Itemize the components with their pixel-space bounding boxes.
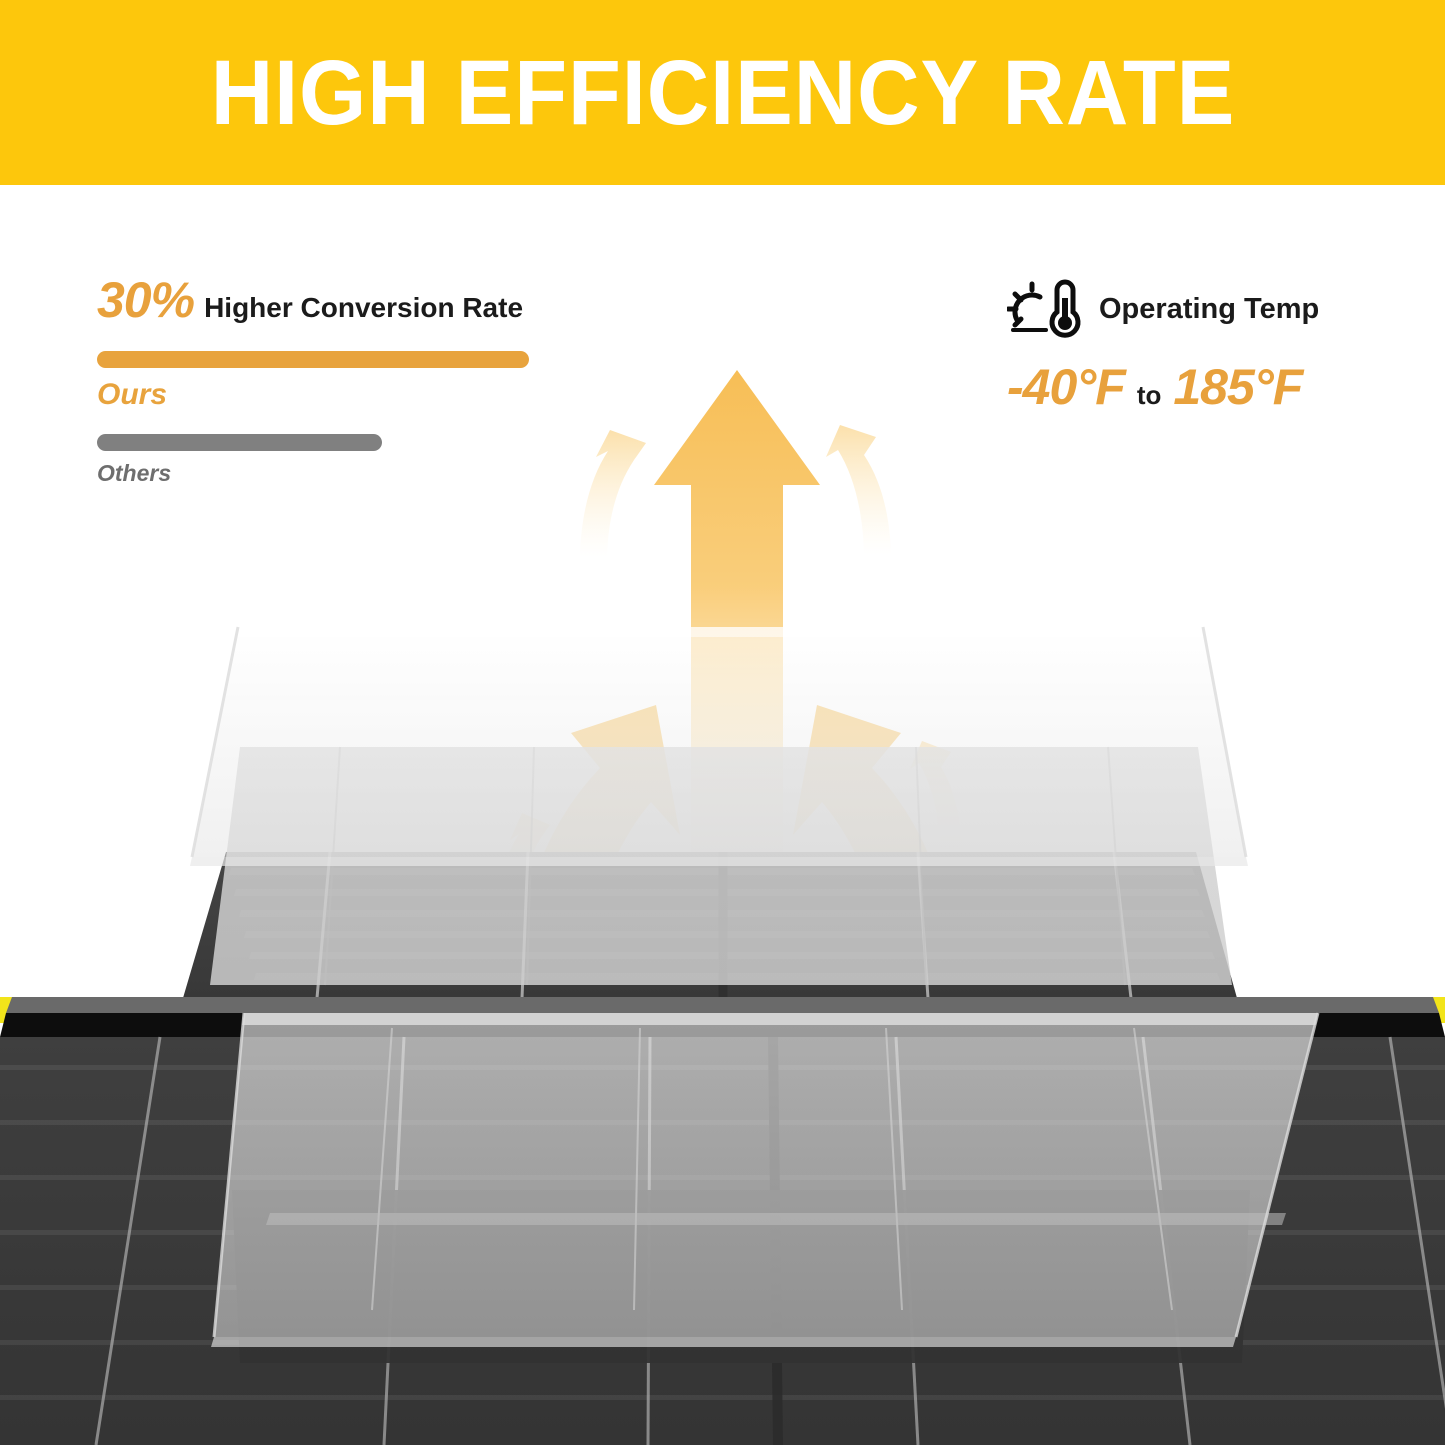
page-title: HIGH EFFICIENCY RATE [210, 41, 1235, 144]
conversion-caption: Higher Conversion Rate [204, 292, 524, 323]
product-illustration [0, 185, 1445, 1445]
conversion-percent: 30% [97, 272, 195, 328]
bar-ours [97, 351, 529, 368]
operating-temp-stat: Operating Temp -40°F to 185°F [1005, 278, 1347, 412]
bar-others [97, 434, 382, 451]
lower-glass-layer [211, 1012, 1320, 1347]
tempered-glass-layer [190, 626, 1248, 866]
conversion-headline: 30% Higher Conversion Rate [97, 275, 567, 325]
conversion-rate-stat: 30% Higher Conversion Rate Ours Others [97, 275, 567, 485]
heat-arrow-small-upper-right [826, 425, 891, 555]
bar-label-ours: Ours [97, 378, 168, 411]
temp-max: 185°F [1173, 359, 1303, 415]
temp-separator: to [1136, 380, 1162, 410]
bar-label-others: Others [97, 460, 172, 486]
operating-temp-header: Operating Temp [1005, 278, 1347, 340]
header-banner: HIGH EFFICIENCY RATE [0, 0, 1445, 185]
sun-thermometer-icon [1005, 278, 1083, 340]
operating-temp-caption: Operating Temp [1099, 292, 1320, 325]
lower-panel-rail-light [6, 997, 1439, 1013]
operating-temp-range: -40°F to 185°F [1007, 362, 1347, 412]
temp-min: -40°F [1007, 359, 1126, 415]
heat-arrow-small-upper-left [580, 430, 646, 557]
